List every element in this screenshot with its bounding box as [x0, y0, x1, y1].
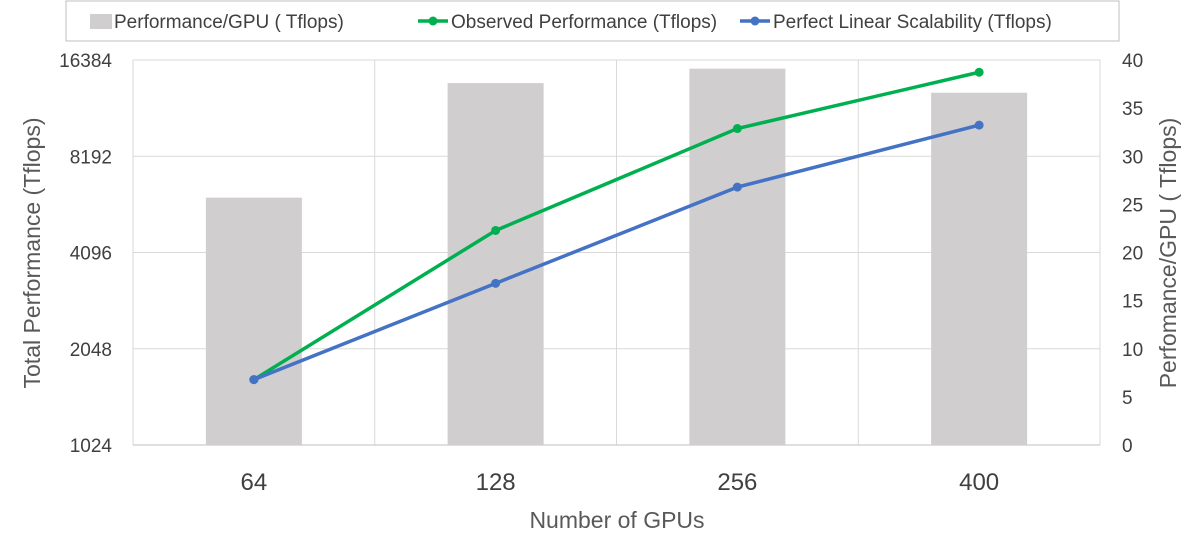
- left-axis-ticks: 1024 2048 4096 8192 16384: [59, 51, 112, 457]
- right-tick-label: 5: [1122, 388, 1133, 409]
- line-series-1: [252, 70, 980, 382]
- right-tick-label: 40: [1122, 51, 1143, 72]
- x-tick-label: 64: [241, 469, 268, 496]
- x-axis-title: Number of GPUs: [529, 507, 704, 533]
- legend-label: Performance/GPU ( Tflops): [114, 12, 344, 33]
- line-point-1-400: [974, 67, 984, 77]
- bar-64: [205, 197, 302, 445]
- legend-label: Observed Performance (Tflops): [451, 12, 717, 33]
- legend-swatch-marker: [428, 16, 438, 26]
- legend-swatch-bar: [90, 14, 112, 29]
- line-point-2-128: [491, 278, 501, 288]
- right-tick-label: 15: [1122, 292, 1143, 313]
- line-point-2-256: [732, 182, 742, 192]
- line-series-2: [253, 123, 980, 382]
- right-axis-ticks: 0 5 10 15 20 25 30 35 40: [1122, 51, 1143, 457]
- right-tick-label: 35: [1122, 99, 1143, 120]
- line-point-1-128: [491, 225, 501, 235]
- right-tick-label: 10: [1122, 340, 1143, 361]
- y-axis-left-title: Total Performance (Tflops): [19, 118, 45, 389]
- bar-400: [931, 92, 1028, 445]
- line-point-2-400: [974, 120, 984, 130]
- x-tick-label: 256: [717, 469, 757, 496]
- y-axis-right-title: Perfomance/GPU ( Tflops): [1155, 118, 1181, 389]
- left-tick-label: 2048: [70, 340, 112, 361]
- bar-128: [447, 83, 544, 445]
- x-axis-tick-labels: 64 128 256 400: [241, 469, 1000, 496]
- right-tick-label: 25: [1122, 195, 1143, 216]
- line-series: [249, 67, 984, 385]
- left-tick-label: 16384: [59, 51, 112, 72]
- legend-swatch-marker: [750, 16, 760, 26]
- legend-label: Perfect Linear Scalability (Tflops): [773, 12, 1052, 33]
- left-tick-label: 4096: [70, 244, 112, 265]
- x-tick-label: 400: [959, 469, 999, 496]
- line-point-1-256: [732, 124, 742, 134]
- legend: Performance/GPU ( Tflops) Observed Perfor…: [90, 12, 1052, 33]
- right-tick-label: 30: [1122, 147, 1143, 168]
- x-tick-label: 128: [476, 469, 516, 496]
- left-tick-label: 1024: [70, 436, 113, 457]
- line-point-2-64: [249, 375, 259, 385]
- left-tick-label: 8192: [70, 147, 112, 168]
- right-tick-label: 0: [1122, 436, 1133, 457]
- right-tick-label: 20: [1122, 244, 1143, 265]
- legend-box: [65, 0, 1120, 42]
